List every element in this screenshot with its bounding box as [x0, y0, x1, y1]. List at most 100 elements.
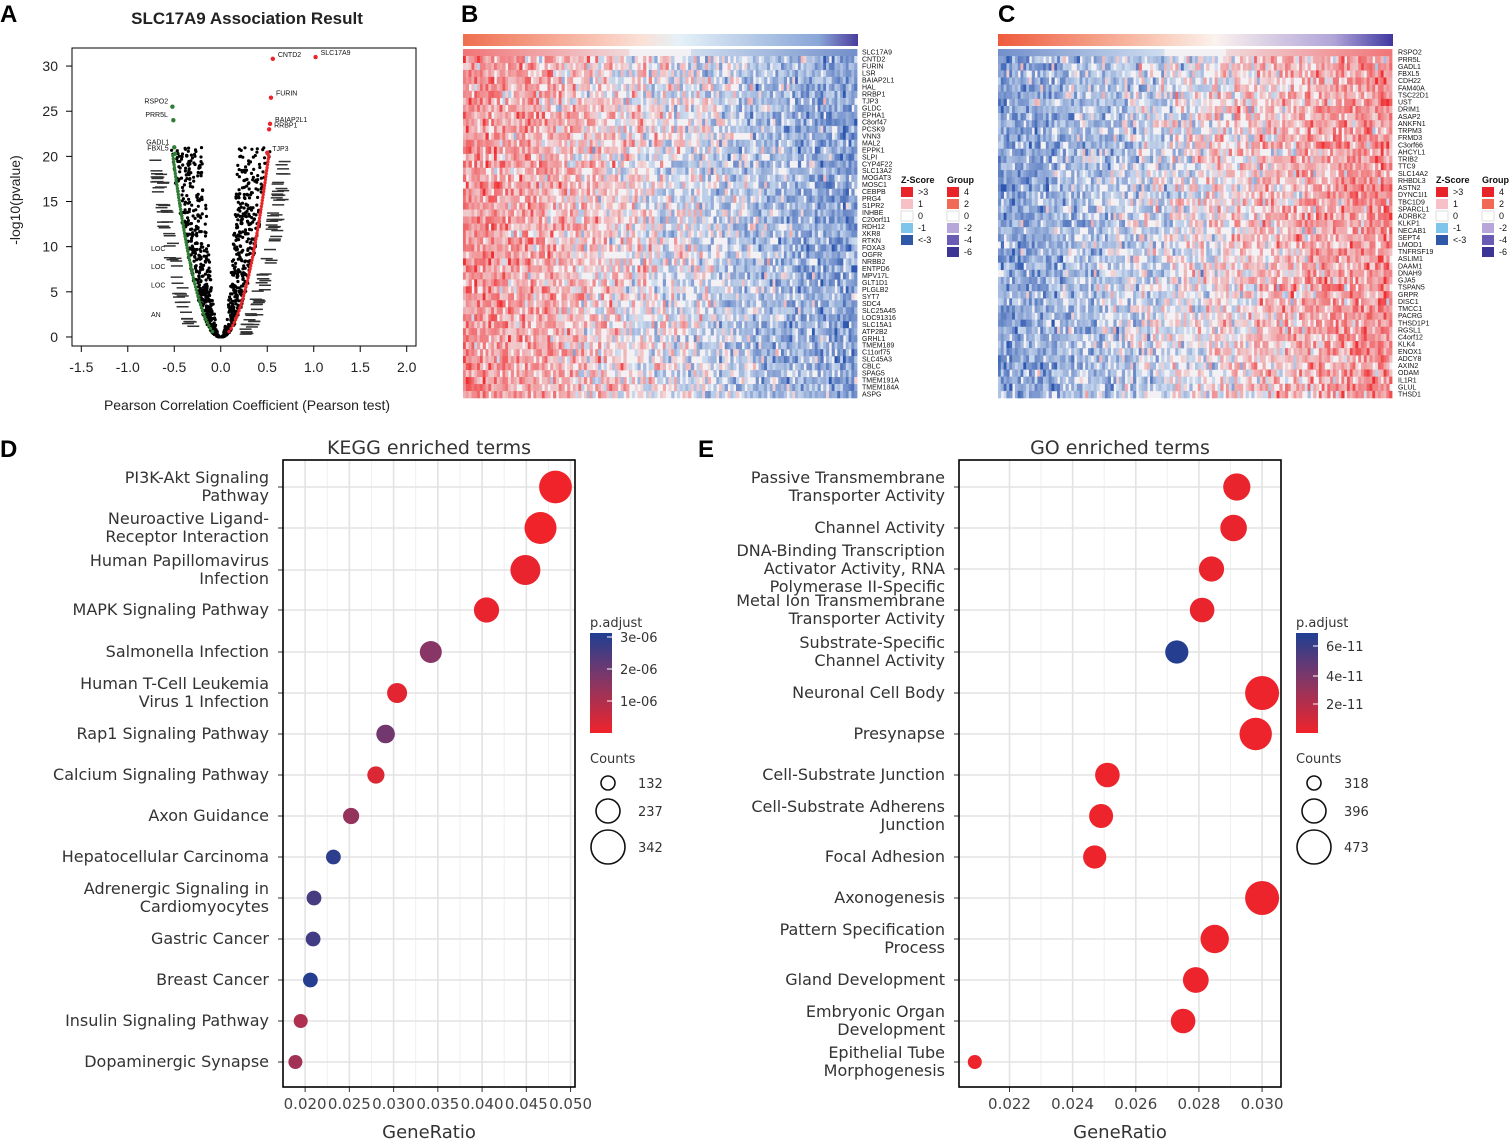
- heatmap-cell: [505, 265, 509, 273]
- heatmap-cell: [735, 69, 740, 78]
- volcano-top-negative: [172, 145, 177, 150]
- heatmap-cell: [685, 160, 689, 168]
- heatmap-cell: [634, 167, 638, 175]
- heatmap-cell: [657, 118, 661, 127]
- heatmap-cell: [783, 258, 788, 266]
- heatmap-cell: [558, 118, 562, 127]
- heatmap-cell: [840, 125, 844, 134]
- heatmap-cell: [631, 223, 636, 231]
- heatmap-cell: [699, 251, 703, 259]
- heatmap-cell: [662, 125, 667, 134]
- heatmap-cell: [586, 76, 591, 85]
- volcano-gene-label: LOC: [151, 264, 165, 271]
- heatmap-cell: [631, 265, 636, 273]
- heatmap-cell: [584, 132, 588, 141]
- heatmap-cell: [651, 195, 655, 203]
- heatmap-cell: [553, 132, 557, 141]
- heatmap-cell: [750, 174, 754, 182]
- heatmap-cell: [516, 244, 520, 252]
- heatmap-cell: [693, 181, 697, 189]
- heatmap-cell: [465, 139, 470, 148]
- heatmap-cell: [555, 118, 560, 127]
- heatmap-cell: [538, 153, 543, 161]
- heatmap-cell: [589, 160, 593, 168]
- heatmap-cell: [479, 216, 484, 224]
- heatmap-cell: [572, 167, 576, 175]
- heatmap-cell: [617, 132, 621, 141]
- heatmap-cell: [803, 223, 807, 231]
- volcano-negative-point: [188, 261, 192, 265]
- heatmap-cell: [493, 181, 498, 189]
- heatmap-cell: [634, 195, 638, 203]
- heatmap-cell: [657, 62, 661, 71]
- heatmap-cell: [696, 111, 700, 120]
- heatmap-cell: [595, 230, 599, 238]
- heatmap-cell: [533, 251, 537, 259]
- volcano-point: [197, 271, 201, 275]
- heatmap-cell: [536, 188, 540, 196]
- heatmap-cell: [575, 209, 579, 217]
- heatmap-cell: [614, 49, 619, 57]
- heatmap-cell: [837, 160, 841, 168]
- heatmap-cell: [479, 223, 484, 231]
- heatmap-cell: [769, 209, 773, 217]
- heatmap-cell: [747, 118, 751, 127]
- heatmap-cell: [685, 209, 689, 217]
- heatmap-cell: [567, 49, 571, 57]
- heatmap-cell: [513, 62, 517, 71]
- heatmap-cell: [758, 216, 762, 224]
- heatmap-cell: [491, 118, 495, 127]
- heatmap-cell: [795, 188, 799, 196]
- volcano-label-smudge: [278, 160, 291, 163]
- heatmap-cell: [699, 49, 703, 57]
- heatmap-cell: [468, 251, 472, 259]
- volcano-top-negative: [171, 118, 176, 123]
- heatmap-cell: [814, 237, 818, 245]
- heatmap-cell: [533, 97, 537, 106]
- heatmap-cell: [727, 244, 731, 252]
- heatmap-cell: [499, 188, 503, 196]
- heatmap-cell: [581, 83, 585, 92]
- heatmap-cell: [617, 69, 621, 78]
- heatmap-cell: [688, 230, 692, 238]
- heatmap-cell: [806, 251, 810, 259]
- heatmap-cell: [544, 125, 548, 134]
- heatmap-cell: [555, 55, 560, 64]
- heatmap-cell: [766, 97, 771, 106]
- heatmap-cell: [581, 237, 585, 245]
- heatmap-cell: [623, 62, 627, 71]
- heatmap-cell: [614, 62, 619, 71]
- heatmap-cell: [820, 188, 824, 196]
- heatmap-cell: [823, 160, 827, 168]
- heatmap-cell: [702, 125, 706, 134]
- heatmap-cell: [733, 272, 737, 280]
- heatmap-cell: [690, 76, 695, 85]
- heatmap-cell: [626, 55, 630, 64]
- heatmap-cell: [617, 160, 621, 168]
- heatmap-cell: [702, 62, 706, 71]
- heatmap-cell: [575, 55, 579, 64]
- heatmap-cell: [702, 195, 706, 203]
- heatmap-cell: [536, 111, 540, 120]
- heatmap-cell: [471, 62, 475, 71]
- heatmap-cell: [792, 237, 796, 245]
- heatmap-cell: [854, 216, 858, 224]
- heatmap-cell: [564, 202, 568, 210]
- heatmap-cell: [553, 111, 557, 120]
- heatmap-cell: [837, 146, 841, 154]
- heatmap-cell: [823, 118, 827, 127]
- heatmap-cell: [823, 174, 827, 182]
- volcano-point: [243, 196, 247, 201]
- heatmap-cell: [538, 230, 543, 238]
- heatmap-cell: [817, 237, 821, 245]
- heatmap-cell: [820, 195, 824, 203]
- heatmap-cell: [766, 118, 771, 127]
- volcano-point: [180, 155, 184, 159]
- heatmap-cell: [463, 230, 467, 238]
- heatmap-cell: [828, 69, 833, 78]
- heatmap-cell: [648, 258, 652, 266]
- heatmap-cell: [809, 55, 813, 64]
- heatmap-cell: [538, 167, 543, 175]
- heatmap-cell: [845, 258, 849, 266]
- heatmap-cell: [637, 153, 641, 161]
